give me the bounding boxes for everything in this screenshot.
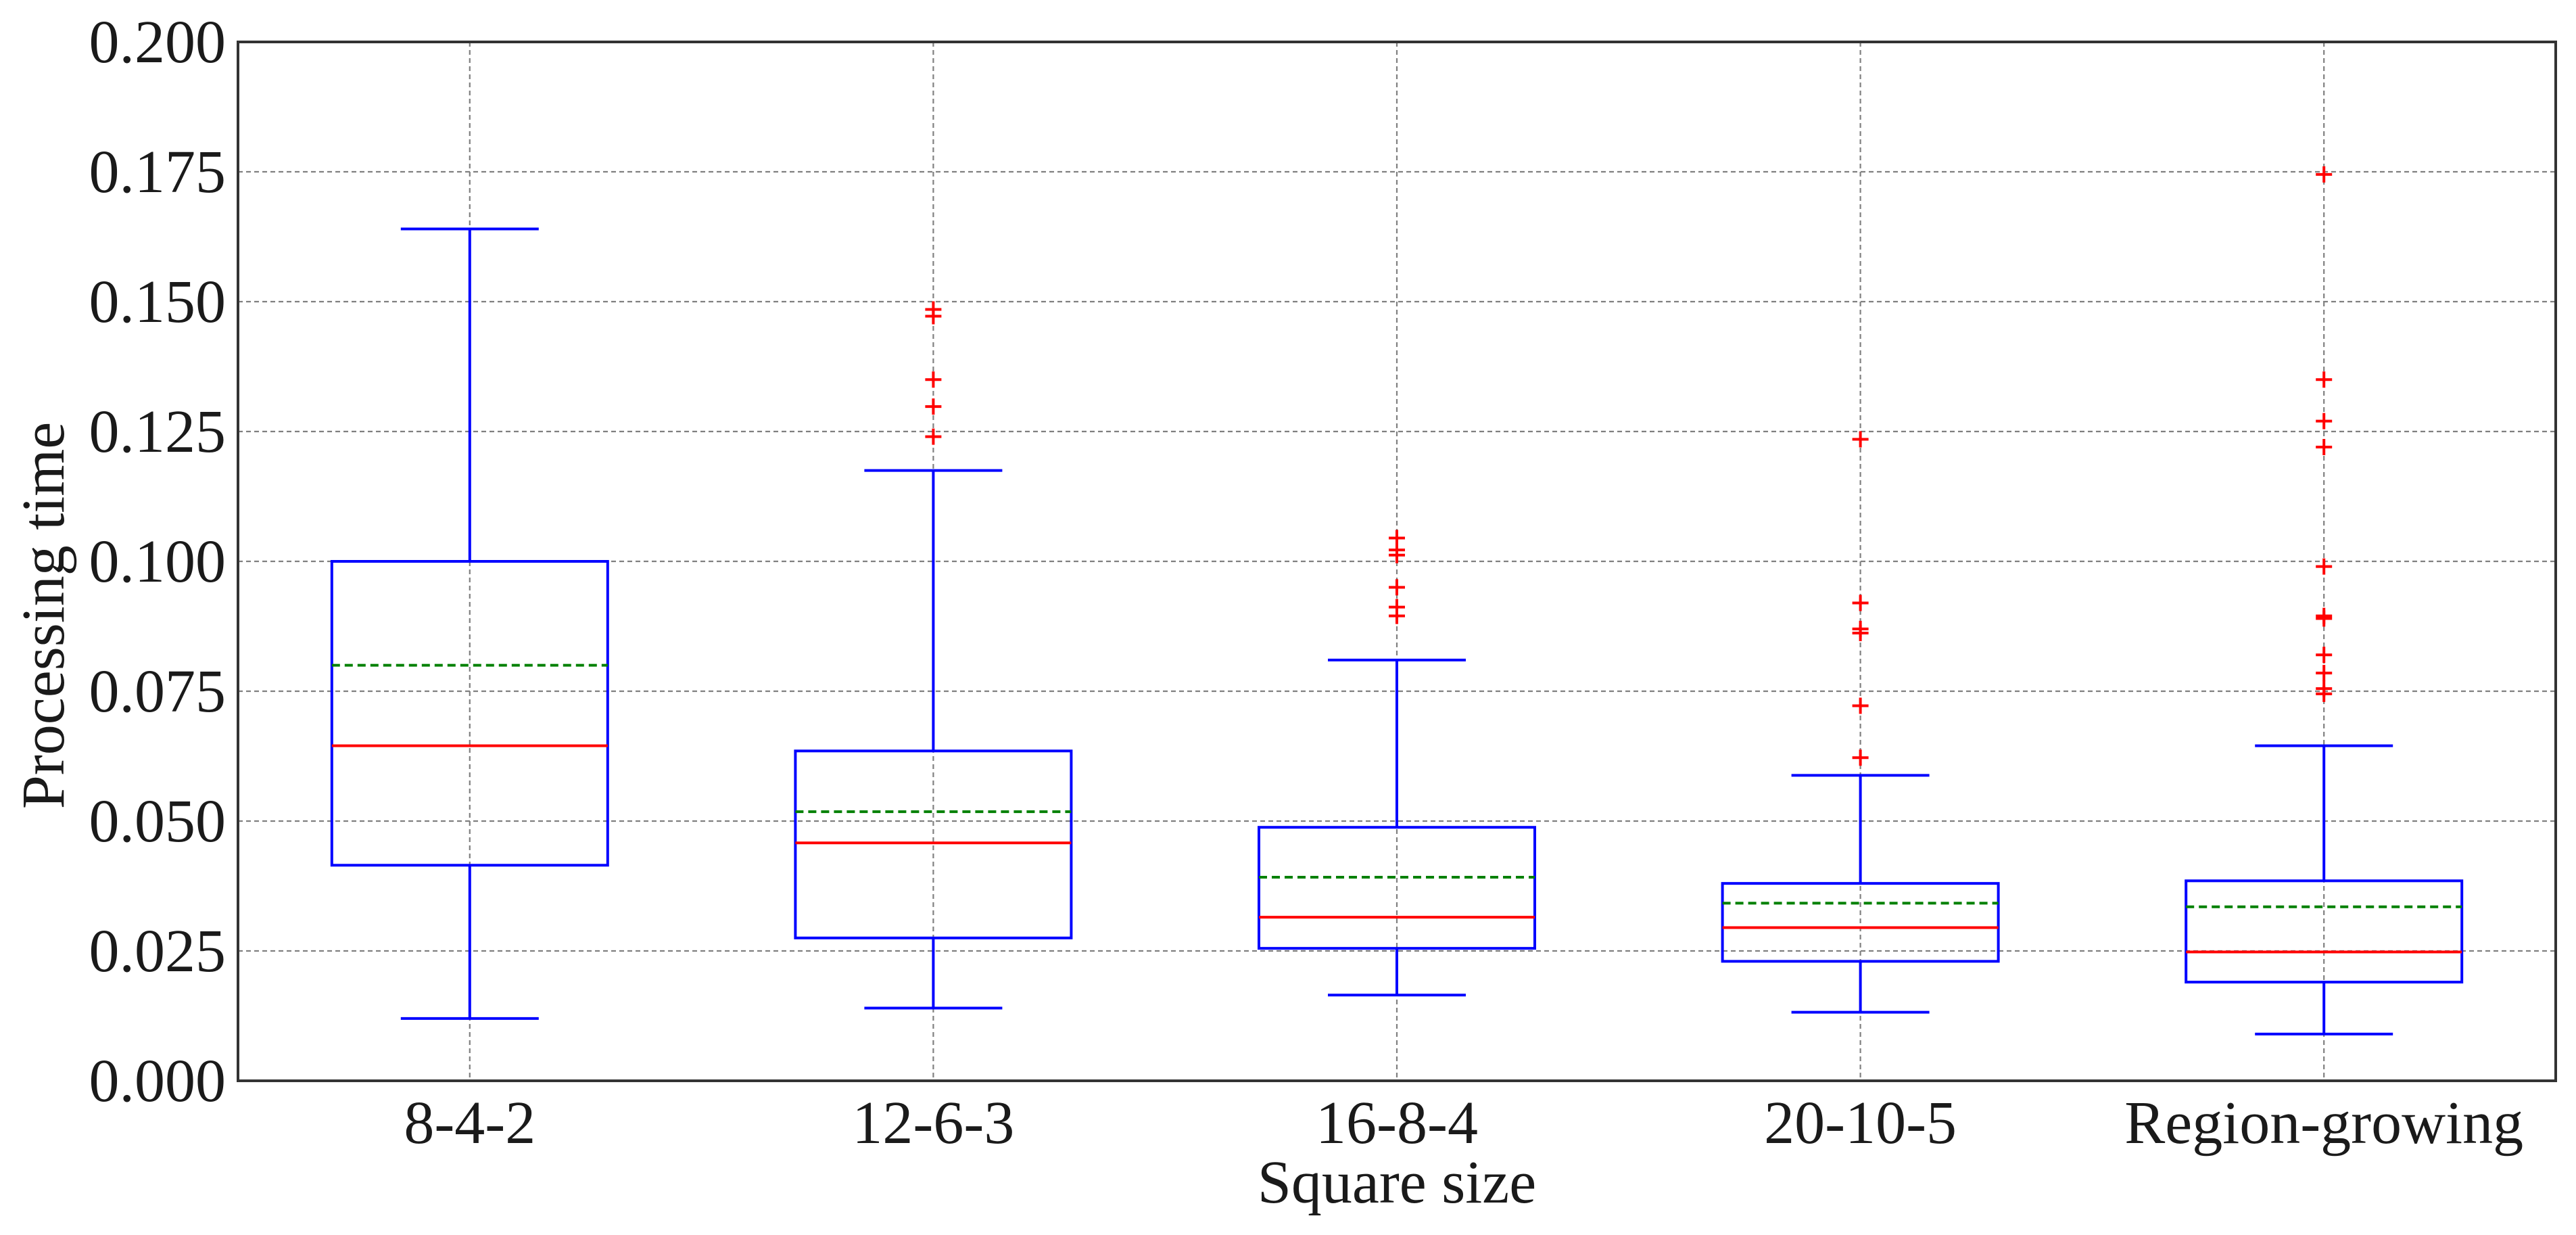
outlier-marker (1389, 599, 1405, 615)
box-group-region-growing (2185, 166, 2464, 1035)
box-group-8-4-2 (330, 227, 609, 1020)
outlier-marker (1852, 595, 1869, 611)
y-tick-label: 0.150 (89, 269, 226, 335)
y-tick-label: 0.075 (89, 658, 226, 725)
box-group-12-6-3 (794, 301, 1073, 1010)
outlier-marker (1389, 530, 1405, 546)
x-axis-tick-labels: 8-4-2 12-6-3 16-8-4 20-10-5 Region-growing (404, 1090, 2523, 1157)
y-tick-label: 0.125 (89, 398, 226, 465)
y-axis-tick-labels: 0.000 0.025 0.050 0.075 0.100 0.125 0.150 0.175… (89, 9, 226, 1115)
outlier-marker (2316, 558, 2333, 575)
box-iqr (1721, 882, 2000, 963)
outlier-marker (2316, 647, 2333, 663)
y-axis-title: Processing time (10, 422, 77, 809)
plot-area-frame (237, 41, 2557, 1082)
outlier-marker (2316, 413, 2333, 429)
outlier-marker (2316, 439, 2333, 456)
grid-lines (238, 41, 2556, 1082)
x-tick-label: 20-10-5 (1764, 1090, 1957, 1157)
box-iqr (1258, 826, 1536, 950)
box-iqr (794, 749, 1073, 939)
box-iqr (2185, 879, 2464, 984)
outlier-marker (1852, 431, 1869, 448)
outlier-marker (2316, 665, 2333, 682)
y-tick-label: 0.050 (89, 788, 226, 855)
outlier-marker (925, 398, 942, 415)
x-tick-label: 16-8-4 (1316, 1090, 1478, 1157)
box-group-20-10-5 (1721, 431, 2000, 1014)
x-tick-label: 8-4-2 (404, 1090, 535, 1157)
outlier-marker (925, 301, 942, 318)
x-tick-label: Region-growing (2124, 1090, 2523, 1157)
y-tick-label: 0.175 (89, 139, 226, 206)
y-tick-label: 0.000 (89, 1048, 226, 1115)
outlier-marker (1852, 749, 1869, 766)
outlier-marker (2316, 166, 2333, 183)
y-tick-label: 0.100 (89, 528, 226, 595)
box-iqr (330, 560, 609, 867)
outlier-marker (2316, 371, 2333, 388)
y-tick-label: 0.025 (89, 918, 226, 985)
outlier-marker (2316, 680, 2333, 697)
y-tick-label: 0.200 (89, 9, 226, 76)
outlier-marker (2316, 607, 2333, 624)
outlier-marker (925, 371, 942, 388)
x-axis-title: Square size (1258, 1149, 1536, 1216)
outlier-marker (1852, 620, 1869, 637)
x-tick-label: 12-6-3 (852, 1090, 1014, 1157)
box-plot-series (330, 166, 2464, 1035)
box-group-16-8-4 (1258, 530, 1536, 997)
outlier-marker (1389, 579, 1405, 596)
outlier-marker (925, 428, 942, 445)
outlier-marker (1852, 697, 1869, 714)
